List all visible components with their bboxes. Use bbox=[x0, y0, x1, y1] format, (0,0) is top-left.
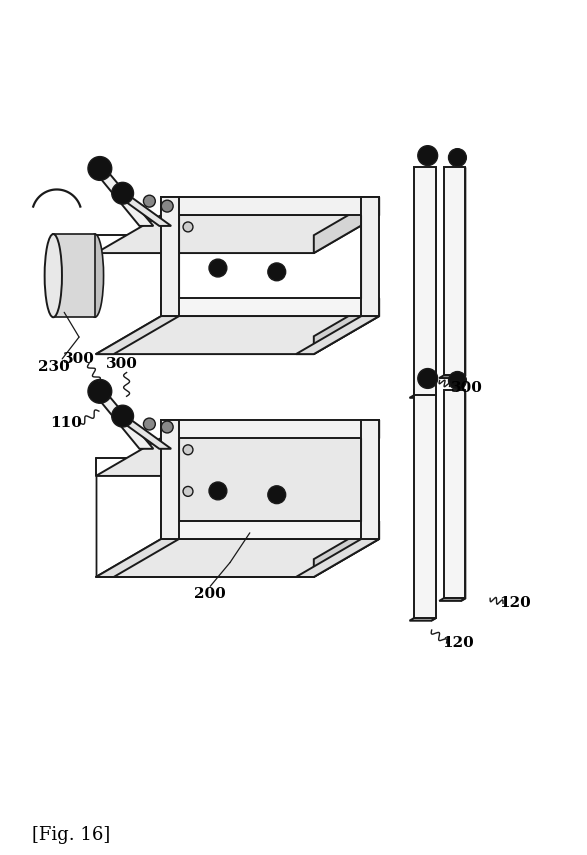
Polygon shape bbox=[94, 393, 153, 449]
Circle shape bbox=[88, 380, 112, 404]
Circle shape bbox=[183, 222, 193, 232]
Polygon shape bbox=[410, 395, 436, 398]
Circle shape bbox=[209, 482, 227, 500]
Polygon shape bbox=[96, 539, 379, 577]
Circle shape bbox=[161, 200, 173, 212]
Polygon shape bbox=[444, 391, 465, 598]
Polygon shape bbox=[96, 316, 179, 354]
Polygon shape bbox=[161, 521, 379, 539]
Polygon shape bbox=[439, 375, 465, 378]
Circle shape bbox=[143, 418, 156, 430]
Polygon shape bbox=[296, 316, 379, 354]
Text: 200: 200 bbox=[194, 587, 226, 601]
Circle shape bbox=[183, 486, 193, 497]
Text: 120: 120 bbox=[499, 596, 531, 610]
Circle shape bbox=[183, 445, 193, 455]
Circle shape bbox=[209, 259, 227, 277]
Polygon shape bbox=[362, 420, 379, 539]
Polygon shape bbox=[161, 198, 379, 215]
Polygon shape bbox=[431, 391, 436, 621]
Polygon shape bbox=[96, 316, 379, 354]
Circle shape bbox=[112, 182, 133, 204]
Text: 300: 300 bbox=[106, 357, 137, 370]
Circle shape bbox=[143, 195, 156, 207]
Polygon shape bbox=[161, 298, 379, 316]
Text: 120: 120 bbox=[443, 636, 474, 650]
Text: 230: 230 bbox=[38, 360, 70, 374]
Circle shape bbox=[112, 405, 133, 427]
Ellipse shape bbox=[45, 234, 62, 317]
Polygon shape bbox=[314, 298, 379, 354]
Polygon shape bbox=[461, 391, 465, 601]
Polygon shape bbox=[179, 420, 379, 539]
Polygon shape bbox=[161, 420, 179, 539]
Polygon shape bbox=[314, 420, 379, 476]
Polygon shape bbox=[96, 215, 379, 253]
Circle shape bbox=[88, 156, 112, 180]
Polygon shape bbox=[117, 418, 171, 449]
Polygon shape bbox=[296, 539, 379, 577]
Text: 110: 110 bbox=[50, 416, 82, 430]
Circle shape bbox=[268, 263, 286, 280]
Ellipse shape bbox=[86, 234, 103, 317]
Polygon shape bbox=[117, 195, 171, 226]
Polygon shape bbox=[96, 539, 179, 577]
Polygon shape bbox=[314, 198, 379, 253]
Polygon shape bbox=[94, 170, 153, 226]
Polygon shape bbox=[461, 168, 465, 378]
Polygon shape bbox=[410, 618, 436, 621]
Polygon shape bbox=[161, 198, 179, 316]
Text: 300: 300 bbox=[63, 351, 95, 366]
Text: 300: 300 bbox=[451, 381, 483, 395]
Polygon shape bbox=[362, 198, 379, 316]
Circle shape bbox=[418, 369, 438, 388]
Text: [Fig. 16]: [Fig. 16] bbox=[32, 826, 111, 844]
Polygon shape bbox=[414, 391, 436, 618]
Circle shape bbox=[161, 421, 173, 433]
Polygon shape bbox=[414, 168, 436, 395]
Circle shape bbox=[268, 486, 286, 504]
Polygon shape bbox=[439, 598, 465, 601]
Circle shape bbox=[448, 372, 466, 389]
Polygon shape bbox=[53, 234, 95, 317]
Polygon shape bbox=[161, 420, 379, 438]
Circle shape bbox=[448, 149, 466, 167]
Polygon shape bbox=[444, 168, 465, 375]
Polygon shape bbox=[431, 168, 436, 398]
Polygon shape bbox=[314, 521, 379, 577]
Circle shape bbox=[418, 145, 438, 166]
Polygon shape bbox=[96, 438, 379, 476]
